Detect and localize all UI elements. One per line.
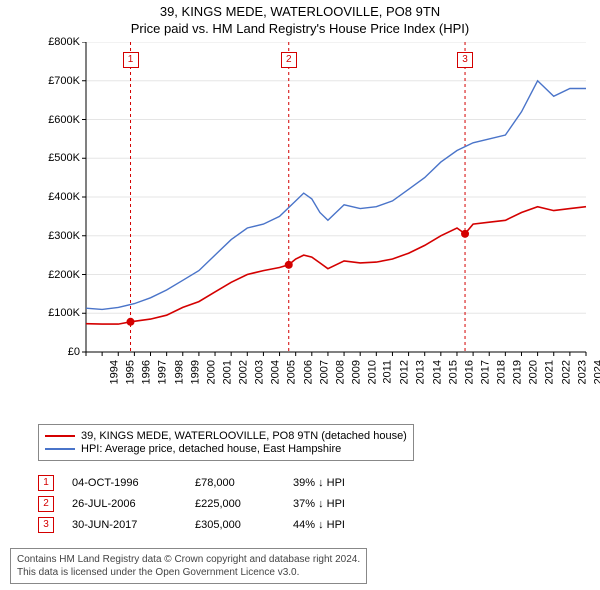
x-axis-label: 2005 <box>286 360 298 384</box>
x-axis-label: 2013 <box>415 360 427 384</box>
sale-marker-2: 2 <box>281 52 297 68</box>
legend-label-property: 39, KINGS MEDE, WATERLOOVILLE, PO8 9TN (… <box>81 430 407 442</box>
x-axis-label: 2002 <box>238 360 250 384</box>
x-axis-label: 2014 <box>431 360 443 384</box>
legend-box: 39, KINGS MEDE, WATERLOOVILLE, PO8 9TN (… <box>38 424 414 461</box>
x-axis-label: 1994 <box>108 360 120 384</box>
x-axis-label: 2022 <box>560 360 572 384</box>
sales-row-pct: 37% ↓ HPI <box>293 498 345 510</box>
x-axis-label: 2017 <box>479 360 491 384</box>
x-axis-label: 2024 <box>592 360 600 384</box>
legend-label-hpi: HPI: Average price, detached house, East… <box>81 443 341 455</box>
x-axis-label: 2000 <box>205 360 217 384</box>
x-axis-label: 2008 <box>334 360 346 384</box>
page-title-address: 39, KINGS MEDE, WATERLOOVILLE, PO8 9TN <box>0 4 600 19</box>
x-axis-label: 2009 <box>350 360 362 384</box>
sales-row-price: £305,000 <box>195 519 275 531</box>
legend-row-property: 39, KINGS MEDE, WATERLOOVILLE, PO8 9TN (… <box>45 430 407 442</box>
x-axis-label: 1995 <box>125 360 137 384</box>
x-axis-label: 2007 <box>318 360 330 384</box>
sales-row: 2 26-JUL-2006 £225,000 37% ↓ HPI <box>38 496 345 512</box>
y-axis-label: £0 <box>36 346 80 358</box>
x-axis-label: 2023 <box>576 360 588 384</box>
x-axis-label: 2018 <box>496 360 508 384</box>
y-axis-label: £200K <box>36 269 80 281</box>
y-axis-label: £800K <box>36 36 80 48</box>
sales-table: 1 04-OCT-1996 £78,000 39% ↓ HPI 2 26-JUL-2006… <box>38 470 345 538</box>
sales-row: 1 04-OCT-1996 £78,000 39% ↓ HPI <box>38 475 345 491</box>
sales-row-marker: 2 <box>38 496 54 512</box>
x-axis-label: 2011 <box>382 360 394 384</box>
x-axis-label: 1999 <box>189 360 201 384</box>
x-axis-label: 2001 <box>221 360 233 384</box>
y-axis-label: £300K <box>36 230 80 242</box>
y-axis-label: £100K <box>36 307 80 319</box>
credit-line-1: Contains HM Land Registry data © Crown c… <box>17 553 360 566</box>
x-axis-label: 2006 <box>302 360 314 384</box>
sales-row: 3 30-JUN-2017 £305,000 44% ↓ HPI <box>38 517 345 533</box>
x-axis-label: 1998 <box>173 360 185 384</box>
sales-row-price: £225,000 <box>195 498 275 510</box>
sales-row-date: 30-JUN-2017 <box>72 519 177 531</box>
x-axis-label: 1997 <box>157 360 169 384</box>
legend-row-hpi: HPI: Average price, detached house, East… <box>45 443 407 455</box>
sales-row-marker: 1 <box>38 475 54 491</box>
chart-svg <box>38 42 598 392</box>
sales-row-pct: 39% ↓ HPI <box>293 477 345 489</box>
sales-row-date: 26-JUL-2006 <box>72 498 177 510</box>
y-axis-label: £400K <box>36 191 80 203</box>
x-axis-label: 2016 <box>463 360 475 384</box>
x-axis-label: 2010 <box>367 360 379 384</box>
x-axis-label: 2015 <box>447 360 459 384</box>
sale-marker-1: 1 <box>123 52 139 68</box>
sales-row-marker: 3 <box>38 517 54 533</box>
x-axis-label: 2019 <box>512 360 524 384</box>
x-axis-label: 2004 <box>270 360 282 384</box>
y-axis-label: £600K <box>36 114 80 126</box>
y-axis-label: £500K <box>36 152 80 164</box>
y-axis-label: £700K <box>36 75 80 87</box>
x-axis-label: 2021 <box>544 360 556 384</box>
legend-line-property <box>45 435 75 437</box>
sales-row-price: £78,000 <box>195 477 275 489</box>
sales-row-pct: 44% ↓ HPI <box>293 519 345 531</box>
legend-line-hpi <box>45 448 75 450</box>
sales-row-date: 04-OCT-1996 <box>72 477 177 489</box>
x-axis-label: 2003 <box>254 360 266 384</box>
x-axis-label: 2020 <box>528 360 540 384</box>
x-axis-label: 1996 <box>141 360 153 384</box>
credit-box: Contains HM Land Registry data © Crown c… <box>10 548 367 584</box>
credit-line-2: This data is licensed under the Open Gov… <box>17 566 360 579</box>
sale-marker-3: 3 <box>457 52 473 68</box>
page-title-subtitle: Price paid vs. HM Land Registry's House … <box>0 21 600 36</box>
x-axis-label: 2012 <box>399 360 411 384</box>
chart-container: £0£100K£200K£300K£400K£500K£600K£700K£80… <box>38 42 598 392</box>
